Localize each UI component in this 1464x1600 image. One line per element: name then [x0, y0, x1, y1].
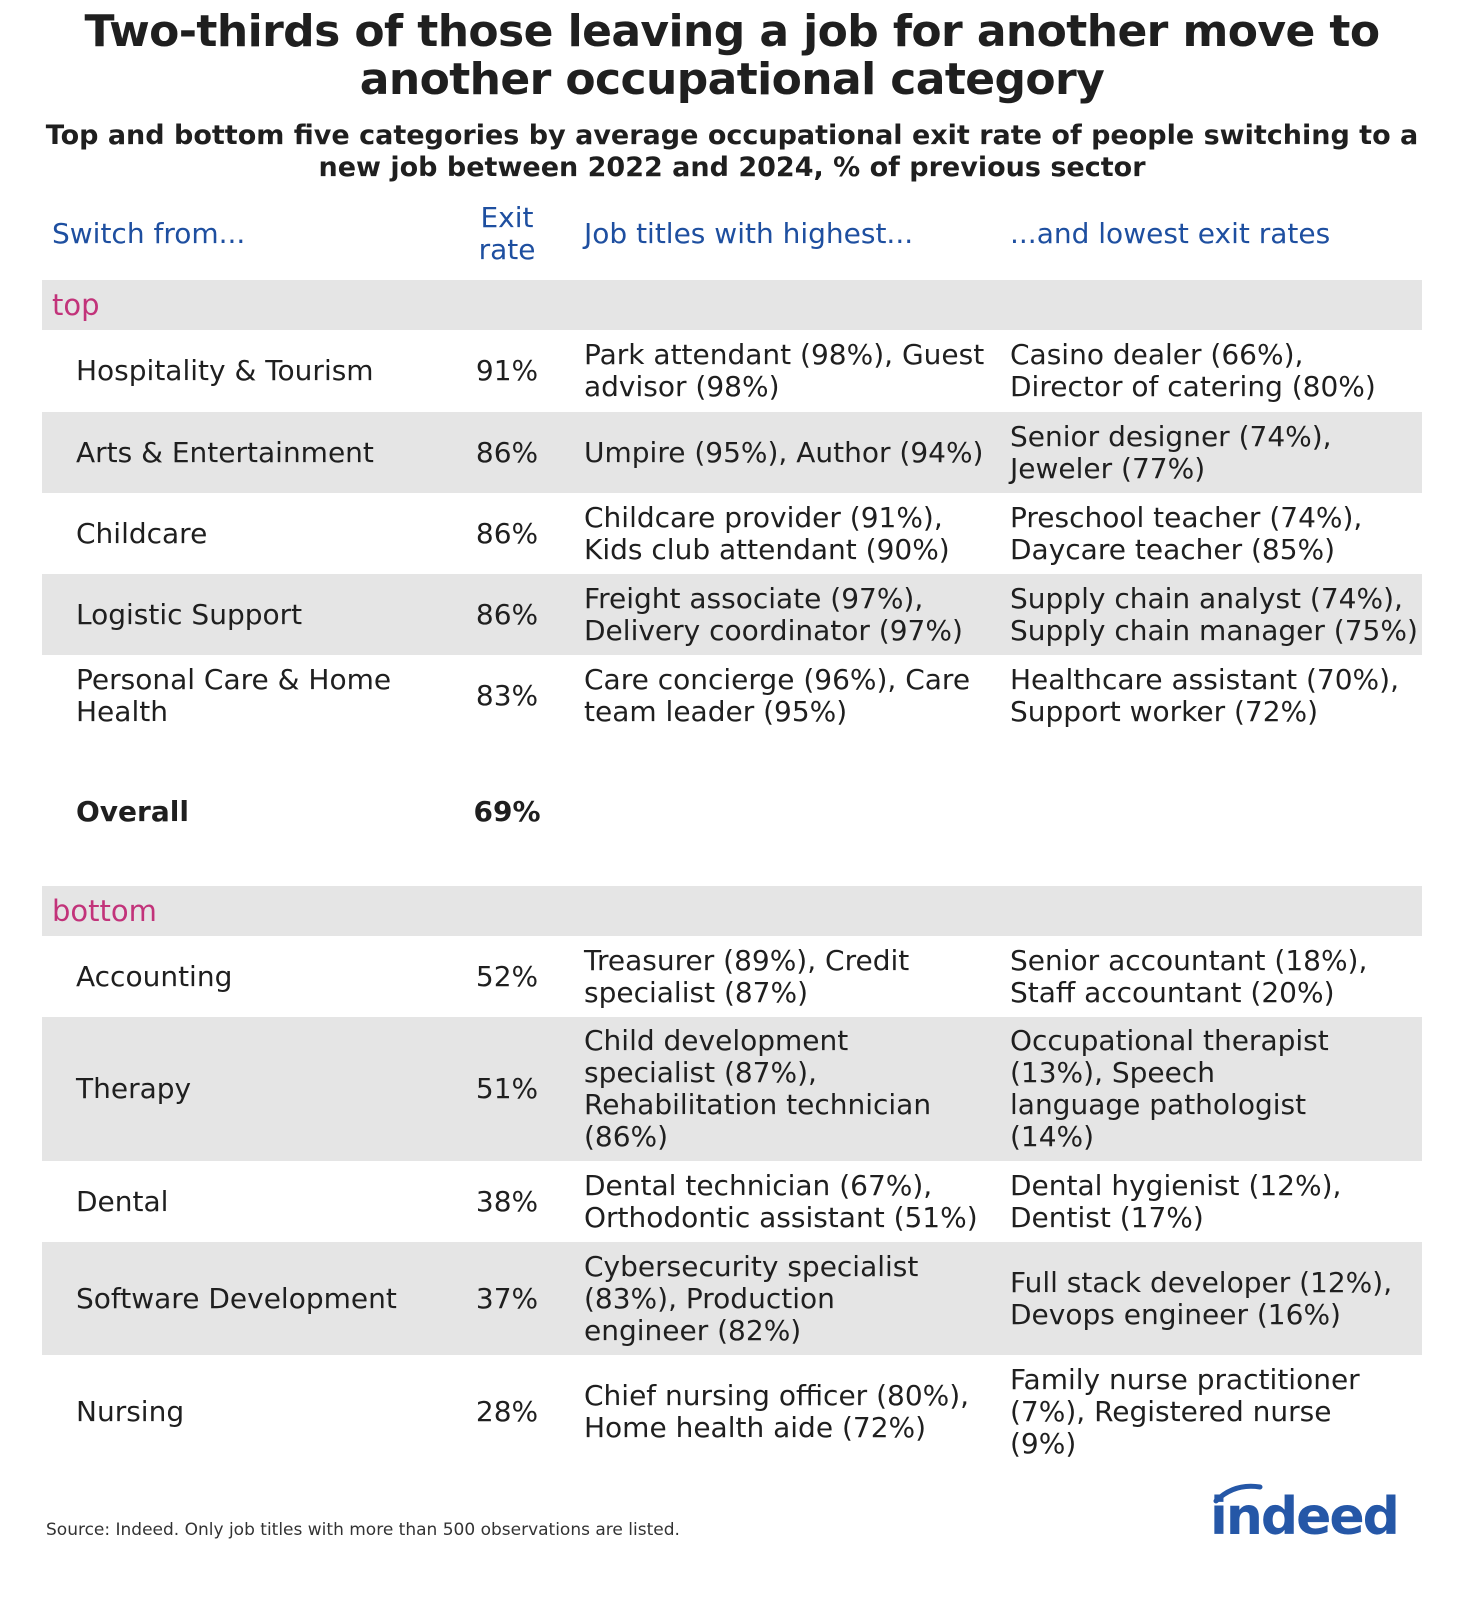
category-name: Dental — [76, 1184, 169, 1218]
table-row: Dental 38% Dental technician (67%), Orth… — [42, 1161, 1422, 1242]
table-row: Childcare 86% Childcare provider (91%), … — [42, 493, 1422, 574]
lowest-titles: Supply chain analyst (74%), Supply chain… — [1010, 581, 1418, 647]
highest-titles: Umpire (95%), Author (94%) — [584, 435, 984, 469]
category-name: Arts & Entertainment — [76, 435, 374, 469]
highest-titles: Dental technician (67%), Orthodontic ass… — [584, 1168, 978, 1234]
lowest-titles: Full stack developer (12%), Devops engin… — [1010, 1265, 1393, 1331]
category-name: Therapy — [76, 1072, 192, 1105]
logo-arc-icon — [1213, 1483, 1263, 1504]
table-row: Nursing 28% Chief nursing officer (80%),… — [42, 1355, 1422, 1468]
category-name: Hospitality & Tourism — [76, 354, 374, 387]
highest-titles: Childcare provider (91%), Kids club atte… — [584, 500, 950, 566]
lowest-titles: Casino dealer (66%), Director of caterin… — [1010, 338, 1376, 403]
category-name: Personal Care & Home Health — [76, 662, 392, 728]
table-row: Therapy 51% Child development specialist… — [42, 1017, 1422, 1161]
table-row: Arts & Entertainment 86% Umpire (95%), A… — [42, 412, 1422, 493]
highest-titles: Treasurer (89%), Credit specialist (87%) — [584, 943, 910, 1009]
highest-titles: Child development specialist (87%), Reha… — [584, 1024, 932, 1153]
table-row: Personal Care & Home Health 83% Care con… — [42, 655, 1422, 736]
lowest-titles: Healthcare assistant (70%), Support work… — [1010, 662, 1399, 728]
lowest-titles: Dental hygienist (12%), Dentist (17%) — [1010, 1168, 1342, 1234]
highest-titles: Care concierge (96%), Care team leader (… — [584, 662, 971, 728]
category-name: Childcare — [76, 516, 208, 550]
indeed-logo: indeed — [1210, 1483, 1400, 1547]
section-label-top: top — [52, 288, 100, 322]
column-header-row: Switch from... Exit rate Job titles with… — [42, 198, 1422, 280]
lowest-titles: Preschool teacher (74%), Daycare teacher… — [1010, 500, 1363, 566]
table-row: Accounting 52% Treasurer (89%), Credit s… — [42, 936, 1422, 1017]
lowest-titles: Senior designer (74%), Jeweler (77%) — [1010, 419, 1332, 485]
exit-rate-value: 52% — [475, 959, 539, 993]
lowest-titles: Family nurse practitioner (7%), Register… — [1010, 1362, 1360, 1460]
column-header-exit-rate: Exit rate — [478, 201, 536, 266]
lowest-titles: Occupational therapist (13%), Speech lan… — [1010, 1024, 1329, 1153]
column-header-lowest: ...and lowest exit rates — [1010, 217, 1331, 250]
section-bottom-header: bottom — [42, 886, 1422, 936]
section-top-header: top — [42, 280, 1422, 330]
highest-titles: Chief nursing officer (80%), Home health… — [584, 1378, 970, 1444]
exit-rate-value: 28% — [475, 1394, 539, 1428]
chart-subtitle: Top and bottom five categories by averag… — [45, 120, 1419, 183]
highest-titles: Freight associate (97%), Delivery coordi… — [584, 581, 963, 647]
logo-wordmark: indeed — [1210, 1487, 1400, 1547]
overall-label: Overall — [76, 795, 189, 828]
category-name: Nursing — [76, 1394, 185, 1428]
column-header-switch-from: Switch from... — [52, 217, 246, 250]
exit-rate-value: 86% — [475, 435, 539, 469]
overall-rate: 69% — [473, 795, 541, 828]
exit-rate-value: 51% — [475, 1072, 539, 1105]
exit-rate-value: 83% — [475, 678, 539, 712]
source-footnote: Source: Indeed. Only job titles with mor… — [46, 1520, 680, 1540]
highest-titles: Park attendant (98%), Guest advisor (98%… — [584, 338, 985, 403]
highest-titles: Cybersecurity specialist (83%), Producti… — [584, 1249, 919, 1347]
overall-row: Overall 69% — [42, 736, 1422, 886]
table-row: Software Development 37% Cybersecurity s… — [42, 1242, 1422, 1355]
exit-rate-value: 86% — [475, 597, 539, 631]
chart-title: Two-thirds of those leaving a job for an… — [84, 6, 1381, 105]
lowest-titles: Senior accountant (18%), Staff accountan… — [1010, 943, 1368, 1009]
exit-rate-value: 37% — [475, 1281, 539, 1315]
category-name: Software Development — [76, 1281, 397, 1315]
exit-rate-value: 91% — [475, 354, 539, 387]
category-name: Logistic Support — [76, 597, 303, 631]
table-row: Hospitality & Tourism 91% Park attendant… — [42, 330, 1422, 412]
table-row: Logistic Support 86% Freight associate (… — [42, 574, 1422, 655]
exit-rate-value: 86% — [475, 516, 539, 550]
section-label-bottom: bottom — [52, 894, 157, 928]
exit-rate-value: 38% — [475, 1184, 539, 1218]
column-header-highest: Job titles with highest... — [584, 217, 914, 250]
category-name: Accounting — [76, 959, 233, 993]
exit-rate-table: Switch from... Exit rate Job titles with… — [42, 198, 1422, 1468]
